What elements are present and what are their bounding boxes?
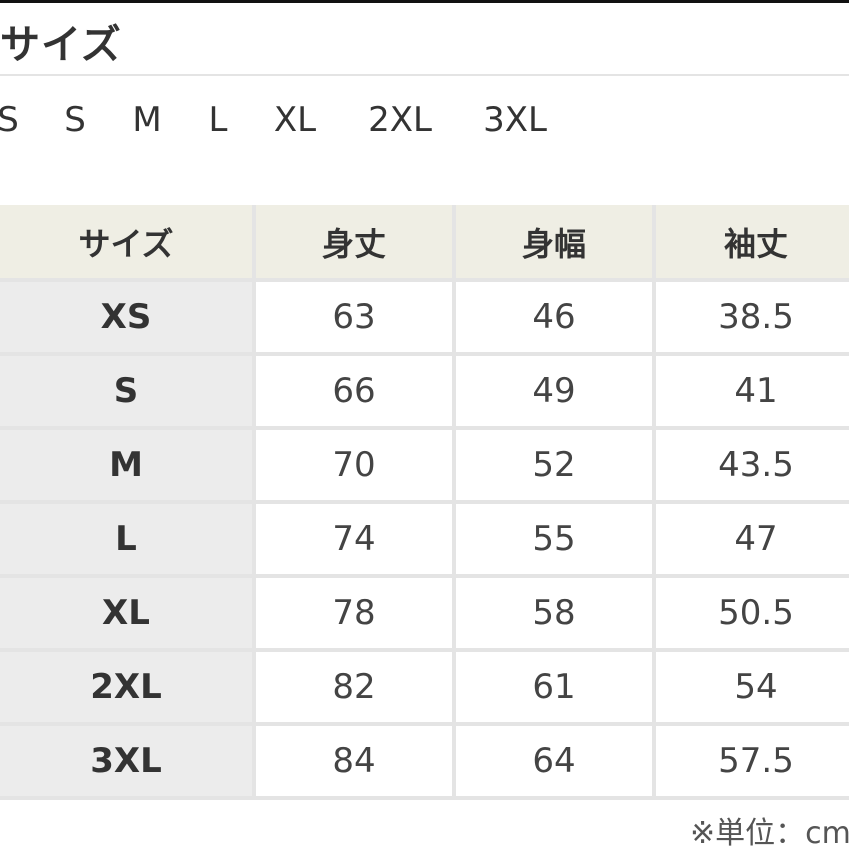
size-label: S [0, 100, 19, 140]
title: サイズ [0, 22, 122, 68]
table-cell: 58 [456, 578, 652, 648]
table-cell: 57.5 [656, 726, 849, 796]
table-cell: 78 [256, 578, 452, 648]
table-cell: 74 [256, 504, 452, 574]
size-label: M [132, 100, 162, 140]
table-cell: 82 [256, 652, 452, 722]
divider [0, 74, 849, 76]
table-cell: 52 [456, 430, 652, 500]
size-label: S [64, 100, 86, 140]
column-header: 身幅 [456, 205, 652, 278]
table-cell: 46 [456, 282, 652, 352]
table-cell: 61 [456, 652, 652, 722]
table-cell: 84 [256, 726, 452, 796]
table-cell: 50.5 [656, 578, 849, 648]
row-header: 2XL [0, 652, 252, 722]
table-cell: 49 [456, 356, 652, 426]
table-cell: 54 [656, 652, 849, 722]
column-header: 身丈 [256, 205, 452, 278]
column-header: 袖丈 [656, 205, 849, 278]
size-table: サイズ 身丈 身幅 袖丈 XS 63 46 38.5 S 66 49 41 M 70 52 43.5 L 74 55… [0, 205, 849, 800]
table-cell: 47 [656, 504, 849, 574]
row-header: L [0, 504, 252, 574]
column-header: サイズ [0, 205, 252, 278]
row-header: XL [0, 578, 252, 648]
table-cell: 66 [256, 356, 452, 426]
table-cell: 63 [256, 282, 452, 352]
table-cell: 70 [256, 430, 452, 500]
row-header: XS [0, 282, 252, 352]
size-label: 2XL [368, 100, 432, 140]
table-cell: 41 [656, 356, 849, 426]
size-label: XL [273, 100, 317, 140]
row-header: 3XL [0, 726, 252, 796]
table-cell: 43.5 [656, 430, 849, 500]
unit-note: ※単位：cm [690, 816, 849, 851]
table-cell: 55 [456, 504, 652, 574]
row-header: M [0, 430, 252, 500]
size-label: L [208, 100, 228, 140]
table-cell: 38.5 [656, 282, 849, 352]
row-header: S [0, 356, 252, 426]
table-cell: 64 [456, 726, 652, 796]
size-label: 3XL [483, 100, 547, 140]
top-border [0, 0, 849, 3]
